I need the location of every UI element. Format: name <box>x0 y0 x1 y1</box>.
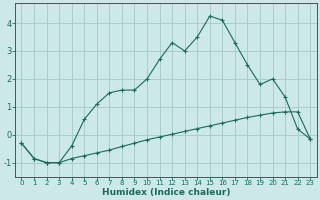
X-axis label: Humidex (Indice chaleur): Humidex (Indice chaleur) <box>102 188 230 197</box>
